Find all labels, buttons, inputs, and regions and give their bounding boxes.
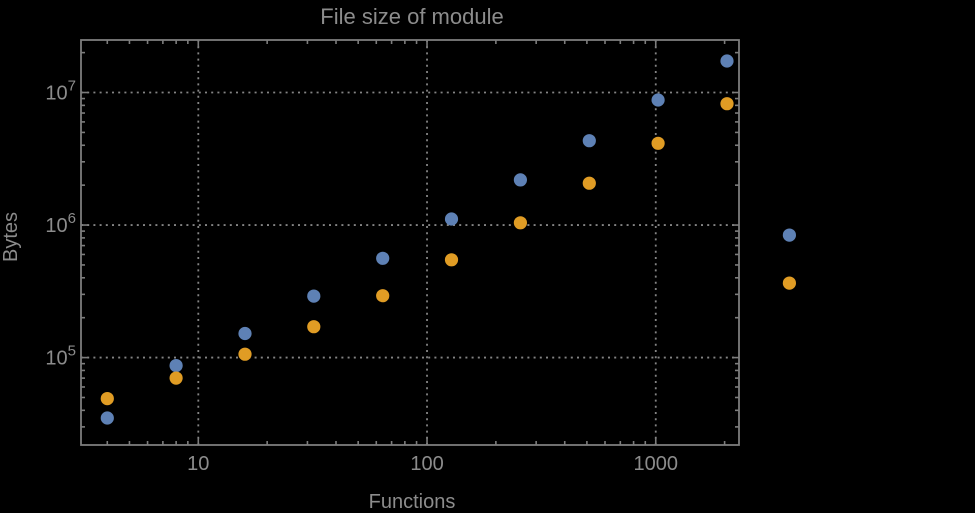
series-blue-point	[513, 173, 528, 187]
series-orange-point	[444, 253, 459, 267]
x-tick-label: 100	[410, 453, 443, 475]
series-blue-point	[720, 54, 734, 68]
frame-rect	[80, 39, 740, 446]
series-orange-point	[376, 289, 390, 303]
gridlines	[81, 40, 739, 445]
series-blue-point	[651, 93, 665, 107]
y-tick-label: 106	[45, 210, 76, 237]
series-orange-point	[720, 97, 734, 111]
series-orange-point	[100, 392, 114, 406]
series-orange-point	[782, 276, 797, 290]
data-points	[100, 54, 797, 425]
series-blue-point	[444, 212, 459, 226]
y-axis-label: Bytes	[0, 212, 22, 262]
axis-ticks	[81, 40, 739, 445]
series-orange-point	[169, 371, 183, 385]
series-orange-point	[582, 176, 596, 190]
tick-labels: 10 100 1000 105 106 107	[45, 78, 678, 475]
series-blue-point	[169, 359, 183, 373]
series-blue-point	[782, 228, 797, 242]
series-blue-point	[376, 251, 390, 265]
series-orange-point	[238, 347, 252, 361]
series-blue-point	[238, 326, 252, 341]
series-orange-point	[651, 136, 665, 150]
x-axis-label: Functions	[369, 491, 456, 513]
series-blue-point	[100, 411, 114, 425]
chart-title: File size of module	[320, 4, 503, 29]
series-orange-point	[513, 216, 528, 230]
series-blue-point	[582, 134, 596, 148]
y-tick-label: 107	[45, 78, 76, 105]
plot-frame	[80, 39, 740, 446]
x-tick-label: 1000	[633, 453, 678, 475]
x-tick-label: 10	[187, 453, 209, 475]
y-tick-label: 105	[45, 343, 76, 370]
series-blue-point	[307, 289, 321, 303]
series-orange-point	[307, 320, 321, 334]
